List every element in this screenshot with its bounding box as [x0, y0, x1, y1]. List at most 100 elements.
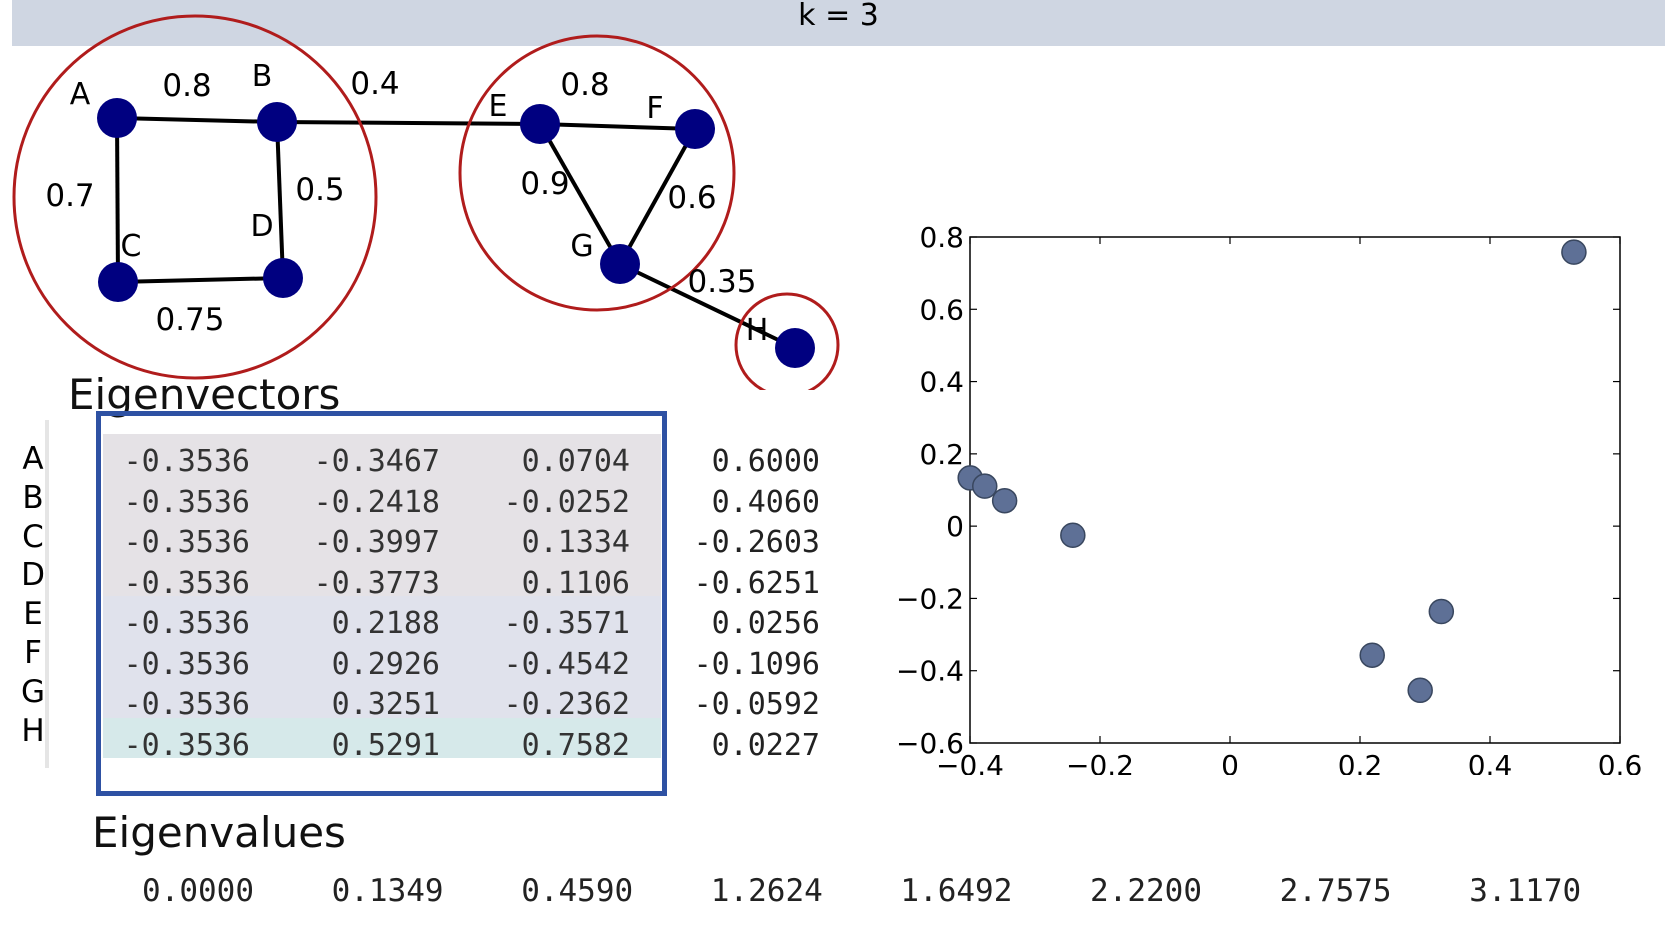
eigenvector-cell: 0.0227 — [711, 727, 820, 763]
node-label-a: A — [70, 77, 91, 112]
y-tick-label: −0.2 — [896, 582, 964, 615]
node-label-b: B — [252, 59, 273, 94]
eigenvector-cell: -0.4542 — [503, 646, 630, 682]
edge-G-H — [619, 262, 796, 350]
node-c — [98, 262, 138, 302]
node-label-d: D — [250, 209, 273, 244]
edge-weight-F-G: 0.6 — [667, 180, 716, 216]
eigenvalue-item: 3.1170 — [1469, 873, 1582, 909]
page-title: k = 3 — [798, 0, 879, 33]
eigenvector-cell: -0.2362 — [503, 687, 630, 722]
node-e — [520, 104, 560, 144]
cluster-circle-efg — [458, 34, 736, 312]
edge-F-G — [618, 128, 697, 265]
eigenvector-cell: -0.3536 — [123, 444, 250, 479]
row-label-f: F — [24, 635, 42, 671]
scatter-point — [1359, 642, 1385, 668]
y-tick-label: −0.4 — [896, 655, 964, 688]
eigenvectors-heading: Eigenvectors — [68, 370, 341, 419]
eigenvector-cell: 0.3251 — [331, 687, 440, 722]
eigenvector-cell: -0.3536 — [123, 646, 250, 682]
scatter-point — [1407, 677, 1433, 704]
eigenvector-cell: -0.3536 — [123, 565, 250, 601]
eigenvector-cell: 0.2188 — [331, 606, 440, 641]
eigenvector-cell: -0.3997 — [313, 525, 440, 560]
edge-weight-G-H: 0.35 — [687, 264, 756, 300]
y-tick-label: 0.6 — [919, 293, 964, 326]
eigenvalue-item: 1.6492 — [900, 873, 1013, 909]
scatter-point — [1428, 598, 1455, 625]
eigenvector-cell: 0.4060 — [711, 484, 820, 520]
eigenvector-cell: -0.1096 — [693, 646, 820, 682]
edge-weight-B-E: 0.4 — [350, 66, 399, 102]
edge-weight-E-F: 0.8 — [560, 67, 609, 103]
edge-B-E — [276, 120, 541, 126]
eigenvector-cell: -0.3536 — [123, 484, 250, 520]
edge-weight-C-D: 0.75 — [155, 302, 224, 338]
edge-A-B — [116, 116, 278, 124]
eigenvector-cell: -0.2418 — [313, 484, 440, 520]
row-label-a: A — [22, 441, 44, 477]
edge-E-F — [539, 122, 696, 131]
row-band-1 — [103, 434, 661, 596]
scatter-point — [1561, 239, 1587, 265]
edge-weight-A-B: 0.8 — [162, 68, 211, 104]
row-band-3 — [103, 717, 661, 758]
node-g — [600, 244, 640, 284]
node-label-c: C — [121, 229, 142, 264]
row-label-d: D — [21, 557, 45, 594]
y-tick-label: −0.6 — [896, 727, 964, 760]
edge-B-D — [275, 121, 285, 279]
node-d — [263, 258, 303, 298]
scatter-chart: −0.4 −0.2 0 0.2 0.4 0.6−0.6−0.4−0.200.20.40.6… — [896, 221, 1643, 775]
node-a — [97, 98, 137, 138]
eigenvector-cell: -0.6251 — [693, 565, 820, 601]
x-tick-label: 0.4 — [1468, 749, 1513, 775]
eigenvector-cell: -0.0252 — [503, 484, 630, 520]
node-label-e: E — [489, 89, 508, 124]
row-band-2 — [103, 596, 661, 718]
eigenvector-cell: 0.5291 — [331, 727, 440, 763]
edge-weight-B-D: 0.5 — [295, 172, 344, 208]
node-h — [775, 328, 815, 368]
x-tick-label: 0.2 — [1338, 749, 1383, 775]
title-bar: k = 3 — [12, 0, 1665, 46]
eigenvector-cell: 0.6000 — [711, 444, 820, 479]
y-tick-label: 0 — [946, 510, 964, 543]
row-label-g: G — [20, 673, 46, 710]
node-b — [257, 102, 297, 142]
eigenvalue-item: 1.2624 — [710, 873, 823, 909]
graph-diagram: A B C D E F G H 0.8 0.4 0.7 0.5 0.75 0.8 0.9 0.6 0.35 — [12, 14, 840, 390]
row-label-e: E — [23, 596, 43, 633]
y-tick-label: 0.8 — [919, 221, 964, 254]
eigenvector-cell: -0.2603 — [693, 525, 820, 560]
row-labels-bar — [45, 420, 49, 768]
eigenvector-cell: 0.0256 — [711, 606, 820, 641]
eigenvector-cell: 0.1106 — [521, 565, 630, 601]
eigenvector-cell: -0.3536 — [123, 525, 250, 560]
scatter-point — [972, 473, 998, 499]
edge-weight-A-C: 0.7 — [45, 178, 94, 214]
eigenvector-cell: -0.3773 — [313, 565, 440, 601]
edge-weight-E-G: 0.9 — [520, 166, 569, 202]
edge-C-D — [117, 276, 284, 284]
eigenvector-cell: -0.3467 — [313, 444, 440, 479]
node-label-f: F — [646, 91, 663, 126]
eigenvector-cell: 0.1334 — [521, 525, 630, 560]
eigenvalue-item: 2.7575 — [1279, 873, 1392, 909]
node-f — [675, 109, 715, 149]
cluster-circle-h — [734, 292, 840, 390]
eigenvector-cell: 0.7582 — [521, 727, 630, 763]
eigenvalue-item: 0.1349 — [331, 873, 444, 909]
selection-box — [96, 411, 667, 796]
x-tick-label: 0.6 — [1598, 749, 1643, 775]
eigenvector-cell: -0.3536 — [123, 687, 250, 722]
eigenvalues-heading: Eigenvalues — [92, 808, 346, 857]
eigenvector-cell: -0.3536 — [123, 727, 250, 763]
row-label-c: C — [22, 518, 44, 555]
eigenvalue-item: 2.2200 — [1090, 873, 1202, 909]
y-tick-label: 0.4 — [919, 366, 964, 399]
y-tick-label: 0.2 — [919, 438, 964, 471]
eigenvector-cell: 0.0704 — [521, 444, 630, 479]
plot-frame — [969, 236, 1621, 744]
